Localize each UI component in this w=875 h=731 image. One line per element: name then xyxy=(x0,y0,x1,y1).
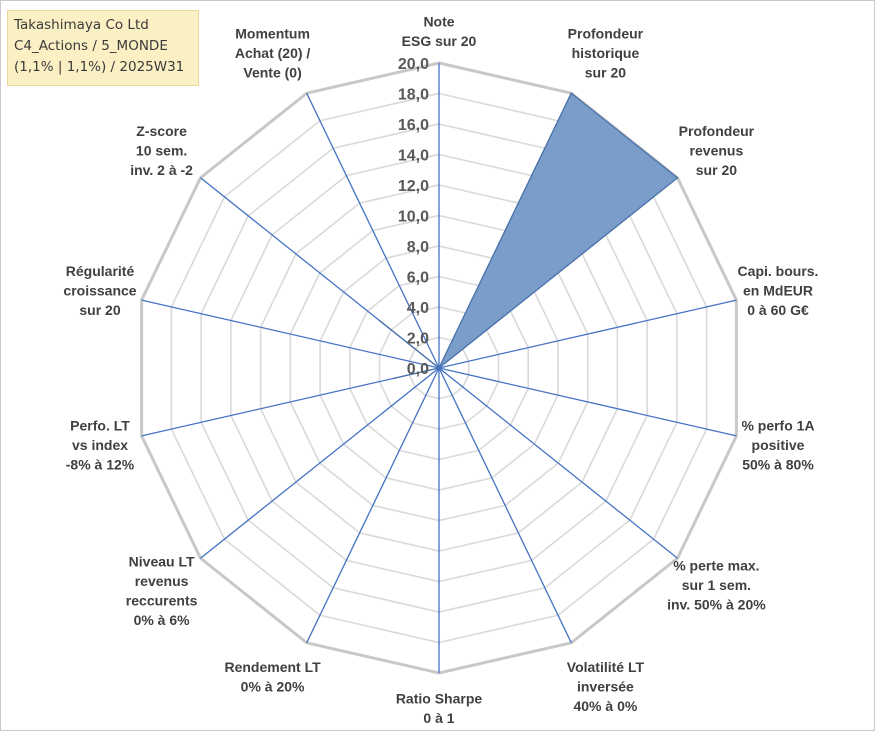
series-area xyxy=(379,92,679,379)
axis-label: Capi. bours. en MdEUR 0 à 60 G€ xyxy=(738,263,819,318)
axis-label-line: -8% à 12% xyxy=(66,457,135,473)
axis-spoke xyxy=(141,367,440,437)
axis-label-line: revenus xyxy=(690,143,744,159)
tick-label: 14,0 xyxy=(398,148,429,165)
axis-spoke xyxy=(200,367,440,559)
axis-label-line: Momentum xyxy=(235,26,310,42)
axis-label-line: Note xyxy=(423,14,454,30)
axis-label-line: Rendement LT xyxy=(224,659,321,675)
tick-label: 8,0 xyxy=(407,239,429,256)
axis-label: Volatilité LT inversée 40% à 0% xyxy=(567,659,645,714)
data-point xyxy=(378,319,381,322)
tick-label: 12,0 xyxy=(398,178,429,195)
company-name: Takashimaya Co Ltd xyxy=(14,17,149,33)
axis-spoke xyxy=(438,367,678,559)
axis-spoke xyxy=(141,299,440,369)
axis-spoke xyxy=(306,367,440,644)
axis-label: Rendement LT 0% à 20% xyxy=(224,659,321,695)
tick-label: 16,0 xyxy=(398,117,429,134)
radar-series xyxy=(378,92,679,380)
tick-label: 4,0 xyxy=(407,300,429,317)
axis-label-line: sur 20 xyxy=(79,302,120,318)
axis-label-line: 50% à 80% xyxy=(742,457,814,473)
axis-label-line: ESG sur 20 xyxy=(402,33,477,49)
axis-label-line: Achat (20) / xyxy=(235,45,311,61)
axis-label-line: Vente (0) xyxy=(243,65,301,81)
axis-label-line: croissance xyxy=(63,282,136,298)
axis-label-line: sur 1 sem. xyxy=(682,577,751,593)
axis-label: Ratio Sharpe 0 à 1 xyxy=(396,691,483,727)
axis-label-line: Régularité xyxy=(66,263,135,279)
axis-label: Note ESG sur 20 xyxy=(402,14,477,50)
axis-label: Z-score 10 sem. inv. 2 à -2 xyxy=(130,123,193,178)
axis-label-line: inversée xyxy=(577,678,634,694)
axis-label-line: Niveau LT xyxy=(129,554,195,570)
axis-label: Momentum Achat (20) / Vente (0) xyxy=(235,26,311,81)
data-point xyxy=(393,377,396,380)
axis-label-line: % perte max. xyxy=(673,557,759,573)
axis-label-line: inv. 2 à -2 xyxy=(130,162,193,178)
tick-label: 6,0 xyxy=(407,270,429,287)
tick-label: 10,0 xyxy=(398,209,429,226)
axis-label-line: 40% à 0% xyxy=(573,698,637,714)
tick-label: 18,0 xyxy=(398,87,429,104)
axis-label-line: 0 à 1 xyxy=(423,710,454,726)
axis-spoke xyxy=(438,367,572,644)
axis-label-line: 0% à 6% xyxy=(134,612,191,628)
axis-label-line: inv. 50% à 20% xyxy=(667,596,766,612)
axis-label: Profondeur historique sur 20 xyxy=(568,26,644,81)
axis-label-line: 0% à 20% xyxy=(241,678,305,694)
axis-spoke xyxy=(438,299,737,369)
axis-label-line: 10 sem. xyxy=(136,143,187,159)
axis-label: Perfo. LT vs index -8% à 12% xyxy=(66,418,135,473)
weight-and-week: (1,1% | 1,1%) / 2025W31 xyxy=(14,59,185,75)
tick-label: 2,0 xyxy=(407,331,429,348)
axis-spoke xyxy=(306,92,440,369)
axis-label-line: positive xyxy=(752,437,805,453)
axis-label: % perfo 1A positive 50% à 80% xyxy=(741,418,814,473)
axis-label-line: % perfo 1A xyxy=(741,418,814,434)
axis-label-line: sur 20 xyxy=(585,65,626,81)
axis-label-line: historique xyxy=(572,45,640,61)
axis-label-line: sur 20 xyxy=(696,162,737,178)
tick-label: 20,0 xyxy=(398,56,429,73)
portfolio-category: C4_Actions / 5_MONDE xyxy=(14,38,168,54)
radial-tick-labels: 0,0 2,0 4,0 6,0 8,0 10,0 12,0 14,0 16,0 18,0 20,0 xyxy=(398,56,429,378)
axis-spoke xyxy=(438,367,737,437)
axis-label-line: Ratio Sharpe xyxy=(396,691,483,707)
axis-label-line: Capi. bours. xyxy=(738,263,819,279)
axis-label-line: 0 à 60 G€ xyxy=(747,302,809,318)
axis-label: Régularité croissance sur 20 xyxy=(63,263,136,318)
axis-label-line: Profondeur xyxy=(679,123,755,139)
data-point xyxy=(676,177,679,179)
axis-label: % perte max. sur 1 sem. inv. 50% à 20% xyxy=(667,557,766,612)
axis-label-line: reccurents xyxy=(126,593,198,609)
axis-labels: Note ESG sur 20 Profondeur historique sur 20… xyxy=(63,14,818,727)
axis-label: Profondeur revenus sur 20 xyxy=(679,123,755,178)
axis-label-line: revenus xyxy=(135,573,189,589)
data-point xyxy=(570,92,573,94)
axis-label-line: Perfo. LT xyxy=(70,418,130,434)
stock-info-box: Takashimaya Co Ltd C4_Actions / 5_MONDE … xyxy=(7,10,199,86)
axis-label-line: Profondeur xyxy=(568,26,644,42)
axis-label-line: en MdEUR xyxy=(743,282,813,298)
data-point xyxy=(438,367,440,369)
axis-label-line: vs index xyxy=(72,437,128,453)
axis-label: Niveau LT revenus reccurents 0% à 6% xyxy=(126,554,198,629)
tick-label: 0,0 xyxy=(407,361,429,378)
axis-label-line: Z-score xyxy=(136,123,187,139)
axis-label-line: Volatilité LT xyxy=(567,659,645,675)
